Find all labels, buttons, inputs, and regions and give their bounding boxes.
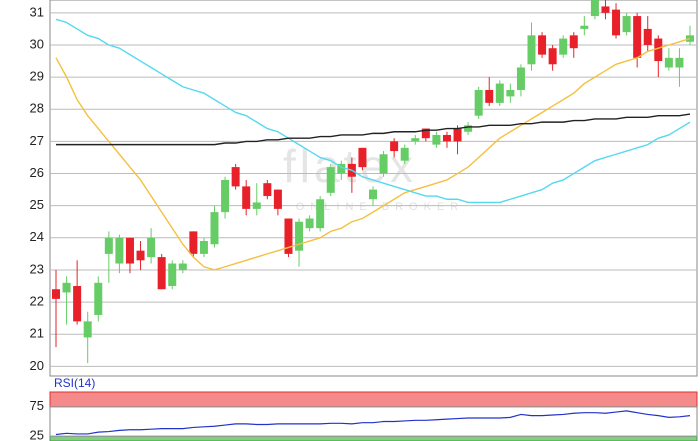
candle-body — [548, 48, 557, 65]
candle-body — [62, 282, 71, 293]
candle-body — [157, 257, 166, 290]
overbought-zone — [49, 391, 698, 408]
candle-body — [210, 212, 219, 245]
candle-body — [104, 237, 113, 254]
candle-body — [569, 35, 578, 49]
candle-body — [326, 167, 335, 193]
y-tick-label: 28 — [30, 101, 44, 116]
rsi-label: RSI(14) — [54, 376, 95, 390]
candle-body — [527, 35, 536, 65]
candle-body — [411, 138, 420, 142]
candle-body — [73, 286, 82, 322]
rsi-line — [55, 410, 691, 436]
y-tick-label: 24 — [30, 229, 44, 244]
rsi-tick-label: 75 — [30, 398, 44, 413]
y-tick-label: 20 — [30, 358, 44, 373]
y-tick-label: 27 — [30, 133, 44, 148]
candle-body — [305, 218, 314, 229]
candle-body — [432, 134, 441, 145]
y-tick-label: 23 — [30, 261, 44, 276]
candle-body — [221, 179, 230, 213]
y-tick-label: 29 — [30, 69, 44, 84]
moving-average — [56, 113, 691, 146]
candle-body — [559, 38, 568, 55]
candle-body — [83, 321, 92, 338]
candle-body — [622, 16, 631, 33]
candle-body — [538, 35, 547, 55]
candle-body — [601, 6, 610, 13]
candle-body — [654, 38, 663, 62]
candle-body — [369, 189, 377, 200]
candle-body — [115, 237, 124, 264]
candle-body — [453, 128, 462, 142]
candle-body — [337, 163, 346, 174]
candle-body — [442, 134, 451, 142]
candle-body — [147, 237, 156, 258]
candle-body — [675, 57, 684, 68]
watermark-sub: ONLINE BROKER — [296, 201, 464, 213]
candle-body — [358, 147, 367, 168]
candle-body — [136, 250, 145, 261]
candle-body — [495, 83, 504, 103]
oversold-zone — [49, 435, 698, 441]
candle-body — [263, 183, 272, 197]
candle-body — [379, 154, 388, 174]
candle-body — [52, 289, 60, 299]
candle-body — [590, 0, 599, 17]
candle-body — [390, 141, 399, 152]
y-tick-label: 31 — [30, 4, 44, 19]
candle-body — [295, 221, 304, 251]
candle-body — [125, 237, 134, 264]
candle-body — [284, 218, 293, 254]
candle-body — [316, 199, 325, 229]
candle-body — [612, 9, 621, 36]
y-tick-label: 21 — [30, 326, 44, 341]
candle-body — [242, 186, 251, 209]
y-tick-label: 25 — [30, 197, 44, 212]
candle-body — [664, 57, 673, 68]
candle-body — [474, 89, 483, 116]
candle-body — [421, 128, 430, 139]
y-tick-label: 30 — [30, 36, 44, 51]
candle-body — [464, 125, 473, 132]
candle-body — [643, 28, 652, 45]
candle-body — [252, 202, 261, 209]
candle-body — [231, 167, 240, 187]
y-tick-label: 22 — [30, 294, 44, 309]
candle-body — [168, 263, 177, 287]
candle-body — [580, 25, 589, 29]
moving-average — [55, 37, 691, 271]
candle-body — [273, 189, 282, 209]
candle-body — [178, 263, 187, 270]
candle-body — [633, 16, 642, 58]
candle-body — [485, 89, 494, 103]
candle-body — [199, 241, 208, 254]
candle-body — [400, 147, 409, 161]
moving-average — [55, 18, 691, 204]
candle-body — [189, 231, 198, 254]
rsi-tick-label: 25 — [30, 428, 44, 441]
candle-body — [506, 89, 515, 97]
y-tick-label: 26 — [30, 165, 44, 180]
candle-body — [516, 67, 525, 90]
candle-body — [94, 282, 103, 315]
